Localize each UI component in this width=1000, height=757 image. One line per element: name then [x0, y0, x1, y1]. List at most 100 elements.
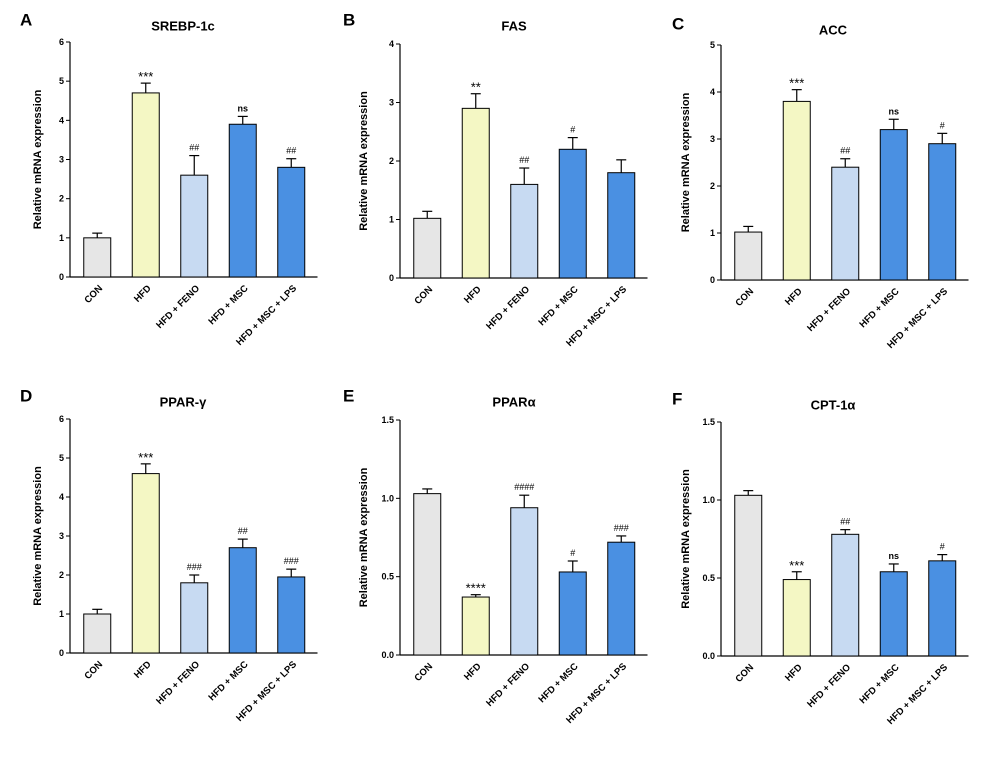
significance-label: #	[940, 120, 945, 130]
y-axis-label: Relative mRNA expression	[358, 467, 370, 607]
x-tick-label: CON	[412, 661, 435, 684]
y-tick-label: 5	[59, 453, 64, 463]
bar-hfd-msc-lps	[277, 166, 306, 278]
significance-label: ***	[138, 450, 153, 465]
chart-panel-e: E PPARα Relative mRNA expression 0.0 0.5 1.0 1…	[343, 387, 648, 726]
chart-title: ACC	[819, 23, 848, 38]
x-tick-label: HFD + MSC	[206, 659, 250, 703]
chart-panel-c: C ACC Relative mRNA expression 0 1 2 3 4 5 CON ***…	[672, 15, 969, 351]
y-tick-label: 4	[389, 39, 394, 49]
bar-hfd-feno	[180, 174, 209, 278]
bar-hfd-feno	[180, 582, 209, 654]
panel-letter: E	[343, 387, 354, 406]
y-axis-label: Relative mRNA expression	[680, 469, 692, 609]
bar-hfd-msc	[879, 571, 908, 657]
y-tick-label: 0	[389, 273, 394, 283]
y-tick-label: 2	[59, 194, 64, 204]
x-tick-label: HFD	[462, 284, 484, 306]
bar-hfd-msc-lps	[928, 143, 957, 281]
y-tick-label: 5	[59, 76, 64, 86]
chart-title: PPARα	[492, 395, 535, 410]
chart-title: SREBP-1c	[151, 19, 215, 34]
bar-hfd-msc	[228, 123, 257, 278]
bar-hfd	[131, 92, 160, 278]
significance-label: ns	[888, 551, 899, 561]
y-tick-label: 0.5	[381, 572, 394, 582]
y-tick-label: 4	[59, 492, 64, 502]
y-tick-label: 6	[59, 414, 64, 424]
y-tick-label: 0	[59, 648, 64, 658]
x-tick-label: CON	[733, 662, 756, 685]
y-tick-label: 3	[59, 531, 64, 541]
y-tick-label: 6	[59, 37, 64, 47]
y-axis-label: Relative mRNA expression	[680, 92, 692, 232]
bar-hfd	[782, 579, 811, 657]
panel-letter: C	[672, 15, 684, 34]
chart-panel-b: B FAS Relative mRNA expression 0 1 2 3 4 CON ** HF…	[343, 11, 648, 349]
y-tick-label: 2	[389, 156, 394, 166]
x-tick-label: HFD + FENO	[805, 286, 853, 334]
y-tick-label: 1.5	[381, 415, 394, 425]
x-tick-label: HFD + MSC	[536, 661, 580, 705]
y-tick-label: 1	[59, 233, 64, 243]
bar-con	[734, 494, 763, 657]
significance-label: ##	[519, 155, 529, 165]
y-tick-label: 2	[59, 570, 64, 580]
y-tick-label: 0	[59, 272, 64, 282]
significance-label: ***	[789, 76, 804, 91]
y-tick-label: 0.0	[702, 651, 715, 661]
x-tick-label: HFD + MSC	[206, 283, 250, 327]
chart-panel-f: F CPT-1α Relative mRNA expression 0.0 0.5 1.0…	[672, 390, 969, 727]
panel-letter: A	[20, 11, 32, 30]
y-tick-label: 1.0	[381, 493, 394, 503]
x-tick-label: HFD	[783, 662, 805, 684]
significance-label: ***	[789, 558, 804, 573]
x-tick-label: HFD + FENO	[154, 283, 202, 331]
x-tick-label: HFD	[462, 661, 484, 683]
y-tick-label: 5	[710, 40, 715, 50]
bar-hfd	[782, 100, 811, 281]
x-tick-label: HFD	[132, 659, 154, 681]
bar-hfd-feno	[510, 183, 539, 279]
bar-hfd-feno	[510, 507, 539, 656]
significance-label: ##	[189, 143, 199, 153]
significance-label: ####	[514, 482, 534, 492]
bar-con	[413, 217, 442, 279]
x-tick-label: HFD + FENO	[484, 661, 532, 709]
y-tick-label: 1.5	[702, 417, 715, 427]
bar-hfd-feno	[831, 533, 860, 657]
chart-title: PPAR-γ	[160, 395, 207, 410]
significance-label: ###	[614, 523, 629, 533]
bar-con	[83, 237, 112, 278]
y-axis-label: Relative mRNA expression	[358, 91, 370, 231]
y-tick-label: 1	[59, 609, 64, 619]
chart-panel-d: D PPAR-γ Relative mRNA expression 0 1 2 3 4 5 6 CO…	[20, 387, 318, 724]
chart-panel-a: A SREBP-1c Relative mRNA expression 0 1 2 3 4 5 6…	[20, 11, 318, 348]
y-tick-label: 4	[59, 115, 64, 125]
bar-hfd-feno	[831, 166, 860, 281]
y-tick-label: 1	[710, 228, 715, 238]
chart-title: FAS	[501, 19, 527, 34]
panel-letter: D	[20, 387, 32, 406]
bar-hfd-msc-lps	[607, 541, 636, 656]
x-tick-label: CON	[733, 286, 756, 309]
bar-con	[83, 613, 112, 654]
significance-label: ***	[138, 69, 153, 84]
x-tick-label: HFD + MSC	[536, 284, 580, 328]
x-tick-label: HFD + MSC	[857, 662, 901, 706]
x-tick-label: HFD + FENO	[154, 659, 202, 707]
y-tick-label: 3	[59, 155, 64, 165]
y-axis-label: Relative mRNA expression	[32, 466, 44, 606]
significance-label: **	[471, 80, 481, 95]
significance-label: ns	[237, 103, 248, 113]
bar-con	[734, 231, 763, 281]
panel-letter: B	[343, 11, 355, 30]
x-tick-label: CON	[82, 659, 105, 682]
bar-hfd-msc	[228, 547, 257, 654]
y-tick-label: 3	[710, 134, 715, 144]
y-tick-label: 3	[389, 98, 394, 108]
significance-label: ##	[840, 517, 850, 527]
bar-hfd-msc-lps	[928, 560, 957, 657]
y-axis-label: Relative mRNA expression	[32, 89, 44, 229]
